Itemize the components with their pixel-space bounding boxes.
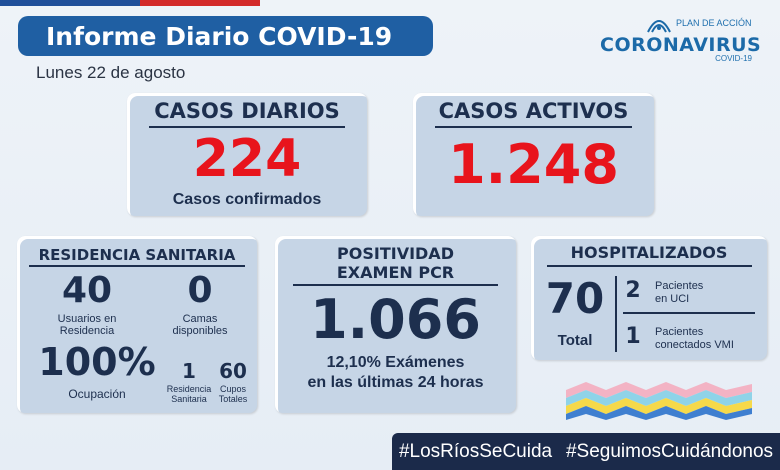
vmi-label-1: Pacientes (655, 326, 704, 338)
flag-bar (0, 0, 260, 6)
casos-diarios-title: CASOS DIARIOS (154, 99, 340, 123)
report-date: Lunes 22 de agosto (36, 63, 186, 82)
flag-blue-segment (0, 0, 140, 6)
positividad-caption-1: 12,10% Exámenes (326, 354, 465, 371)
hospitalizados-vertical-divider (615, 276, 617, 352)
usuarios-value: 40 (61, 270, 113, 311)
camas-value: 0 (187, 270, 213, 311)
positividad-card: POSITIVIDAD EXAMEN PCR 1.066 12,10% Exám… (275, 236, 516, 413)
vmi-label-2: conectados VMI (655, 339, 734, 351)
casos-activos-underline (435, 126, 632, 128)
uci-label-2: en UCI (655, 293, 690, 305)
positividad-caption-2: en las últimas 24 horas (307, 374, 484, 391)
cupos-value: 60 (219, 359, 247, 383)
hospitalizados-underline (547, 265, 752, 267)
logo-coronavirus-text: CORONAVIRUS (600, 34, 762, 56)
residencia-sanitaria-card: RESIDENCIA SANITARIA 40 Usuarios en Resi… (17, 236, 257, 413)
usuarios-label-2: Residencia (59, 325, 115, 337)
hospitalizados-total-label: Total (557, 332, 593, 349)
hospitalizados-horizontal-divider (623, 312, 755, 314)
positividad-value: 1.066 (310, 288, 481, 351)
casos-activos-card: CASOS ACTIVOS 1.248 (413, 93, 654, 216)
casos-activos-title: CASOS ACTIVOS (438, 99, 629, 123)
cupos-label-2: Totales (218, 394, 248, 404)
positividad-title-2: EXAMEN PCR (336, 263, 455, 282)
logo-covid-text: COVID-19 (715, 54, 752, 63)
residencia-count-value: 1 (182, 359, 196, 383)
camas-label-2: disponibles (172, 325, 228, 337)
hospitalizados-card: HOSPITALIZADOS 70 Total 2 Pacientes en U… (531, 236, 767, 360)
residencia-underline (29, 265, 245, 267)
hashtag-los-rios: #LosRíosSeCuida (398, 440, 553, 462)
report-title: Informe Diario COVID-19 (18, 16, 433, 56)
camas-label-1: Camas (182, 313, 218, 325)
government-emblem-icon (647, 20, 671, 33)
logo-plan-text: PLAN DE ACCIÓN (676, 18, 752, 28)
ocupacion-label: Ocupación (68, 387, 126, 401)
casos-diarios-card: CASOS DIARIOS 224 Casos confirmados (127, 93, 367, 216)
hospitalizados-total-value: 70 (545, 274, 605, 323)
casos-diarios-value: 224 (192, 129, 302, 189)
usuarios-label-1: Usuarios en (57, 313, 117, 325)
casos-activos-value: 1.248 (448, 133, 619, 196)
uci-value: 2 (625, 278, 641, 303)
flag-red-segment (140, 0, 260, 6)
positividad-title-1: POSITIVIDAD (337, 244, 454, 263)
residencia-count-label-2: Sanitaria (171, 394, 207, 404)
decorative-wave-stripes (566, 382, 752, 420)
casos-diarios-caption: Casos confirmados (172, 191, 322, 208)
hashtag-seguimos: #SeguimosCuidándonos (565, 440, 774, 462)
hospitalizados-title: HOSPITALIZADOS (570, 243, 728, 262)
vmi-value: 1 (625, 324, 641, 349)
ocupacion-value: 100% (38, 340, 156, 384)
uci-label-1: Pacientes (655, 280, 704, 292)
hashtag-footer: #LosRíosSeCuida #SeguimosCuidándonos (392, 433, 780, 470)
positividad-underline (293, 284, 498, 286)
residencia-title: RESIDENCIA SANITARIA (38, 246, 236, 264)
casos-diarios-underline (149, 126, 345, 128)
plan-coronavirus-logo: PLAN DE ACCIÓN CORONAVIRUS COVID-19 (598, 14, 762, 66)
cupos-label-1: Cupos (219, 384, 246, 394)
residencia-count-label-1: Residencia (166, 384, 212, 394)
